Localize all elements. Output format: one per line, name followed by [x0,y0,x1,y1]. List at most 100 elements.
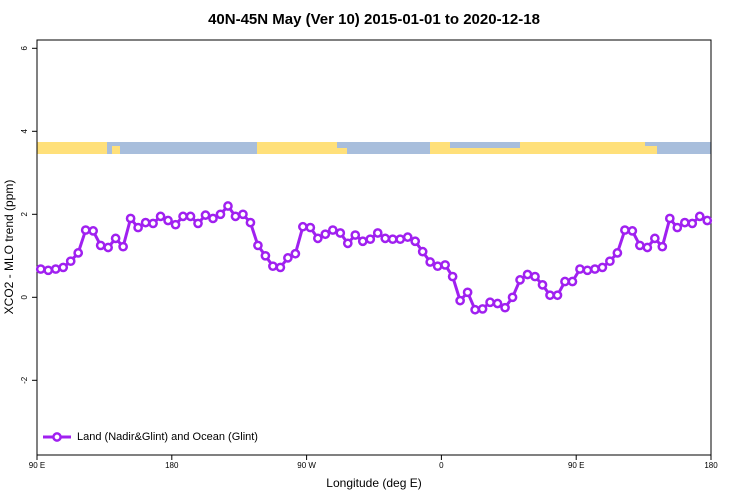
x-tick-label: 0 [439,461,444,470]
data-point [590,264,600,274]
data-point [163,215,173,226]
data-point [298,221,308,232]
data-point [620,225,630,235]
data-point [148,218,158,229]
y-tick-label: 2 [20,212,29,217]
data-point [335,228,346,238]
data-point [635,240,645,251]
data-point [462,287,473,298]
data-point [357,236,368,247]
data-point [672,222,683,233]
data-point [268,261,278,272]
data-point [560,276,570,287]
y-tick-label: -2 [20,376,29,384]
y-tick-label: 6 [20,46,29,51]
data-point [327,225,338,235]
data-point [208,213,218,224]
data-point [223,201,233,211]
land [37,142,107,154]
x-tick-label: 90 E [568,461,584,470]
data-point [245,217,256,228]
data-point [320,229,331,240]
data-point [312,233,323,244]
data-point [477,304,488,314]
data-point [58,262,69,273]
data-point [238,209,248,220]
data-point [185,211,196,222]
x-axis-label: Longitude (deg E) [326,476,421,490]
data-point [275,262,286,273]
data-point [702,215,713,226]
data-point [365,234,376,245]
land [430,142,450,154]
data-point [215,209,226,220]
data-point [612,248,623,258]
y-tick-label: 4 [20,129,29,134]
land [520,142,645,154]
data-point [305,222,316,233]
data-point [440,260,450,270]
data-point [455,295,465,306]
data-point [253,240,263,251]
data-point [65,256,76,267]
map-strip [37,142,711,154]
data-point [694,211,705,222]
data-point [133,222,143,233]
data-point [178,211,188,222]
data-point [537,280,548,290]
data-point [395,234,406,245]
data-point [605,256,615,267]
data-point [582,265,593,276]
land [257,142,337,154]
x-tick-label: 90 W [297,461,316,470]
land [112,146,120,154]
data-point [350,230,361,240]
data-point [80,225,91,235]
data-point [575,264,585,274]
data-point [387,234,398,245]
x-tick-label: 180 [704,461,718,470]
data-point [649,233,660,244]
data-point [432,261,443,272]
data-point [155,211,166,222]
plot-frame [36,39,712,456]
data-point [522,269,533,280]
y-tick-label: 0 [20,295,29,300]
data-point [402,232,413,242]
data-point [50,264,61,274]
data-point [43,265,54,276]
land [450,148,520,154]
data-point [552,290,563,301]
data-point [485,297,495,308]
land [645,146,657,154]
data-point [342,238,353,249]
legend-marker [52,432,62,442]
data-point [110,233,121,244]
data-point [642,242,653,253]
data-point [200,210,211,220]
data-point [447,271,458,282]
x-tick-label: 90 E [29,461,45,470]
data-point [627,226,638,236]
data-point [515,275,525,285]
data-point [372,228,383,238]
data-point [657,241,668,252]
data-point [125,213,136,224]
data-point [95,240,106,251]
data-point [35,264,46,274]
y-axis-label: XCO2 - MLO trend (ppm) [2,180,16,315]
data-point [230,211,241,222]
data-point [470,304,480,315]
data-point [140,217,151,228]
data-point [545,290,555,301]
data-point [410,236,421,247]
data-point [425,257,436,267]
data-point [88,226,99,236]
data-point [193,218,203,229]
x-tick-label: 180 [165,461,179,470]
data-point [118,241,128,252]
data-point [687,218,698,229]
data-point [492,298,503,309]
data-point [567,276,578,287]
